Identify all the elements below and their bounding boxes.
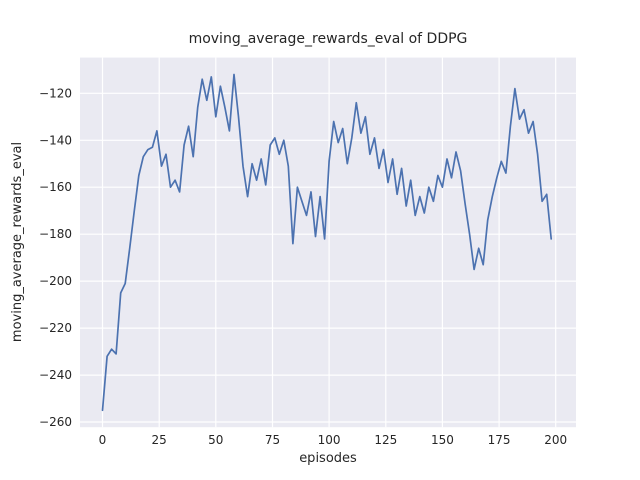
- y-tick-label: −240: [39, 368, 72, 382]
- x-tick-label: 50: [208, 433, 223, 447]
- x-tick-label: 200: [544, 433, 567, 447]
- x-tick-label: 25: [152, 433, 167, 447]
- y-tick-label: −200: [39, 274, 72, 288]
- x-tick-label: 125: [374, 433, 397, 447]
- plot-area: 0 25 50 75 100 125 150 175 200 −260 −240 −220 −200 −1…: [39, 57, 576, 447]
- x-tick-label: 75: [265, 433, 280, 447]
- plot-background: [80, 57, 576, 428]
- y-tick-label: −120: [39, 86, 72, 100]
- y-tick-label: −160: [39, 180, 72, 194]
- x-axis-label: episodes: [299, 451, 357, 466]
- y-axis-label: moving_average_rewards_eval: [10, 142, 25, 342]
- x-tick-label: 150: [431, 433, 454, 447]
- x-tick-label: 100: [318, 433, 341, 447]
- data-line-series: [101, 73, 553, 412]
- chart-title: moving_average_rewards_eval of DDPG: [189, 31, 468, 47]
- y-tick-label: −260: [39, 415, 72, 429]
- y-tick-label: −140: [39, 133, 72, 147]
- x-tick-label: 175: [488, 433, 511, 447]
- y-tick-label: −220: [39, 321, 72, 335]
- x-tick-label: 0: [99, 433, 107, 447]
- y-tick-label: −180: [39, 227, 72, 241]
